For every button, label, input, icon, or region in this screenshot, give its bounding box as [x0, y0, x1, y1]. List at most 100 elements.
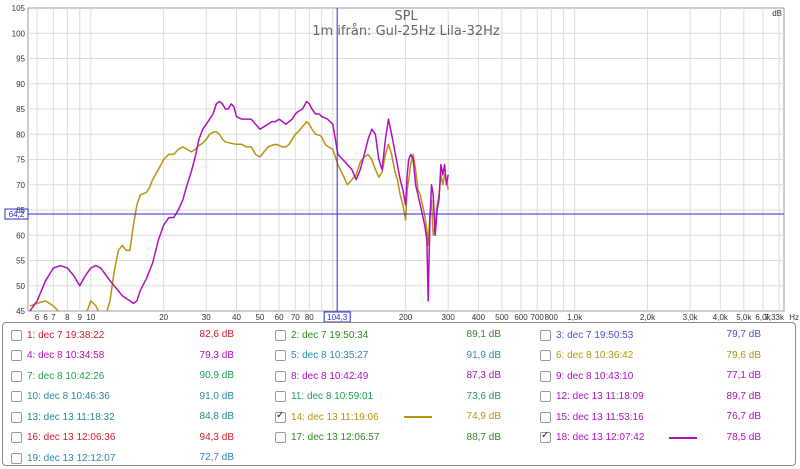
x-tick-label: 7 [51, 313, 56, 322]
measurement-entry[interactable]: ✓ 14: dec 13 11:19:06 [275, 407, 379, 427]
measurement-checkbox[interactable] [540, 411, 551, 423]
measurement-entry[interactable]: 15: dec 13 11:53:16 [540, 407, 644, 427]
measurement-checkbox[interactable]: ✓ [540, 430, 551, 443]
measurement-value: 87,3 dB [466, 370, 501, 381]
x-tick-label: 8 [65, 313, 70, 322]
measurement-entry[interactable]: 16: dec 13 12:06:36 [11, 428, 115, 448]
measurement-entry[interactable]: 1: dec 7 19:38:22 [11, 325, 104, 345]
series-line-1 [29, 120, 449, 311]
measurement-checkbox[interactable] [11, 391, 22, 402]
measurement-label: 12: dec 13 11:18:09 [556, 391, 644, 402]
measurement-label: 1: dec 7 19:38:22 [27, 329, 105, 341]
measurement-label: 9: dec 8 10:43:10 [556, 370, 634, 382]
measurement-value: 77,1 dB [726, 370, 761, 381]
measurement-entry[interactable]: 6: dec 8 10:36:42 [540, 346, 633, 366]
chart-subtitle: 1m ifrån: Gul-25Hz Lila-32Hz [312, 24, 500, 39]
measurement-value: 78,5 dB [726, 431, 761, 443]
cursor-y-readout-box [4, 208, 29, 220]
measurement-entry[interactable]: 9: dec 8 10:43:10 [540, 366, 633, 386]
measurement-checkbox[interactable] [275, 432, 286, 443]
measurement-value: 79,3 dB [199, 349, 234, 361]
measurement-entry[interactable]: 2: dec 7 19:50:34 [275, 325, 368, 345]
x-tick-label: 5,0k [736, 313, 752, 322]
measurement-entry[interactable]: 13: dec 13 11:18:32 [11, 407, 115, 427]
cursor-x-readout: 104,3 [327, 313, 348, 322]
series-layer [29, 100, 449, 311]
measurement-label: 14: dec 13 11:19:06 [291, 411, 379, 423]
x-tick-label: 7,33k [764, 313, 785, 322]
measurement-value: 89,1 dB [466, 329, 501, 340]
x-tick-label: 1,0k [567, 313, 583, 322]
x-tick-label: 6 [35, 313, 40, 322]
x-tick-label: 300 [442, 313, 456, 322]
measurement-entry[interactable]: ✓ 18: dec 13 12:07:42 [540, 428, 644, 448]
measurement-label: 18: dec 13 12:07:42 [556, 432, 645, 443]
measurement-checkbox[interactable] [540, 350, 551, 361]
y-tick-label: 50 [16, 282, 25, 291]
x-tick-label: 10 [86, 313, 95, 322]
measurement-value: 89,7 dB [726, 390, 761, 402]
measurement-entry[interactable]: 8: dec 8 10:42:49 [275, 366, 368, 386]
spl-graph[interactable]: 64,2 104,3 45 50 55 60 65 70 75 80 85 90 95 100 105 6 6… [0, 0, 800, 322]
measurement-entry[interactable]: 17: dec 13 12:06:57 [275, 428, 379, 448]
measurement-entry[interactable]: 19: dec 13 12:12:07 [11, 448, 115, 468]
measurement-checkbox[interactable] [275, 370, 286, 382]
x-tick-label: 70 [291, 313, 300, 322]
y-axis-unit: dB [772, 9, 782, 18]
series-line-2 [29, 100, 449, 311]
measurement-label: 10: dec 8 10:46:36 [27, 391, 110, 402]
measurement-value: 79,6 dB [726, 349, 761, 361]
measurement-value: 79,7 dB [726, 329, 761, 340]
measurement-checkbox[interactable] [540, 329, 551, 341]
x-tick-label: 80 [305, 313, 314, 322]
x-tick-label: 200 [399, 313, 413, 322]
measurement-entry[interactable]: 5: dec 8 10:35:27 [275, 346, 368, 366]
grid-lines [28, 8, 784, 311]
measurement-value: 74,9 dB [466, 411, 501, 422]
measurement-checkbox[interactable] [11, 411, 22, 423]
measurement-checkbox[interactable] [275, 329, 286, 341]
measurement-checkbox[interactable] [11, 432, 22, 443]
measurement-label: 5: dec 8 10:35:27 [291, 350, 369, 361]
measurement-value: 90,9 dB [199, 370, 234, 381]
x-tick-label: 4,0k [713, 313, 729, 322]
measurement-entry[interactable]: 10: dec 8 10:46:36 [11, 387, 110, 407]
x-axis-unit: Hz [789, 313, 799, 322]
measurement-checkbox[interactable] [11, 329, 22, 341]
x-tick-label: 20 [159, 313, 168, 322]
measurement-entry[interactable]: 3: dec 7 19:50:53 [540, 325, 633, 345]
y-tick-label: 65 [16, 206, 25, 215]
measurement-value: 88,7 dB [466, 431, 501, 443]
measurement-label: 19: dec 13 12:12:07 [27, 452, 116, 464]
measurement-checkbox[interactable] [275, 391, 286, 402]
y-tick-label: 105 [12, 4, 26, 13]
measurement-entry[interactable]: 4: dec 8 10:34:58 [11, 346, 104, 366]
x-tick-label: 6 [43, 313, 48, 322]
x-tick-label: 500 [495, 313, 509, 322]
measurement-value: 91,9 dB [466, 349, 501, 361]
measurement-label: 11: dec 8 10:59:01 [291, 391, 374, 402]
measurement-checkbox[interactable] [540, 370, 551, 382]
series-swatch [404, 416, 432, 418]
y-tick-label: 90 [16, 80, 25, 89]
x-tick-label: 800 [545, 313, 559, 322]
measurement-checkbox[interactable] [11, 350, 22, 361]
measurement-label: 15: dec 13 11:53:16 [556, 411, 644, 423]
measurement-value: 72,7 dB [199, 452, 234, 463]
checkmark-icon: ✓ [541, 430, 550, 441]
measurement-value: 76,7 dB [726, 411, 761, 422]
x-tick-label: 2,0k [640, 313, 656, 322]
measurement-checkbox[interactable]: ✓ [275, 410, 286, 423]
measurement-checkbox[interactable] [11, 370, 22, 382]
y-tick-label: 70 [16, 181, 25, 190]
measurement-checkbox[interactable] [275, 350, 286, 361]
measurement-entry[interactable]: 11: dec 8 10:59:01 [275, 387, 373, 407]
measurement-label: 16: dec 13 12:06:36 [27, 432, 116, 443]
cursor-y-readout: 64,2 [9, 210, 25, 219]
measurement-entry[interactable]: 12: dec 13 11:18:09 [540, 387, 644, 407]
measurement-checkbox[interactable] [540, 391, 551, 402]
measurement-label: 2: dec 7 19:50:34 [291, 329, 369, 341]
measurement-entry[interactable]: 7: dec 8 10:42:26 [11, 366, 104, 386]
measurement-checkbox[interactable] [11, 452, 22, 464]
